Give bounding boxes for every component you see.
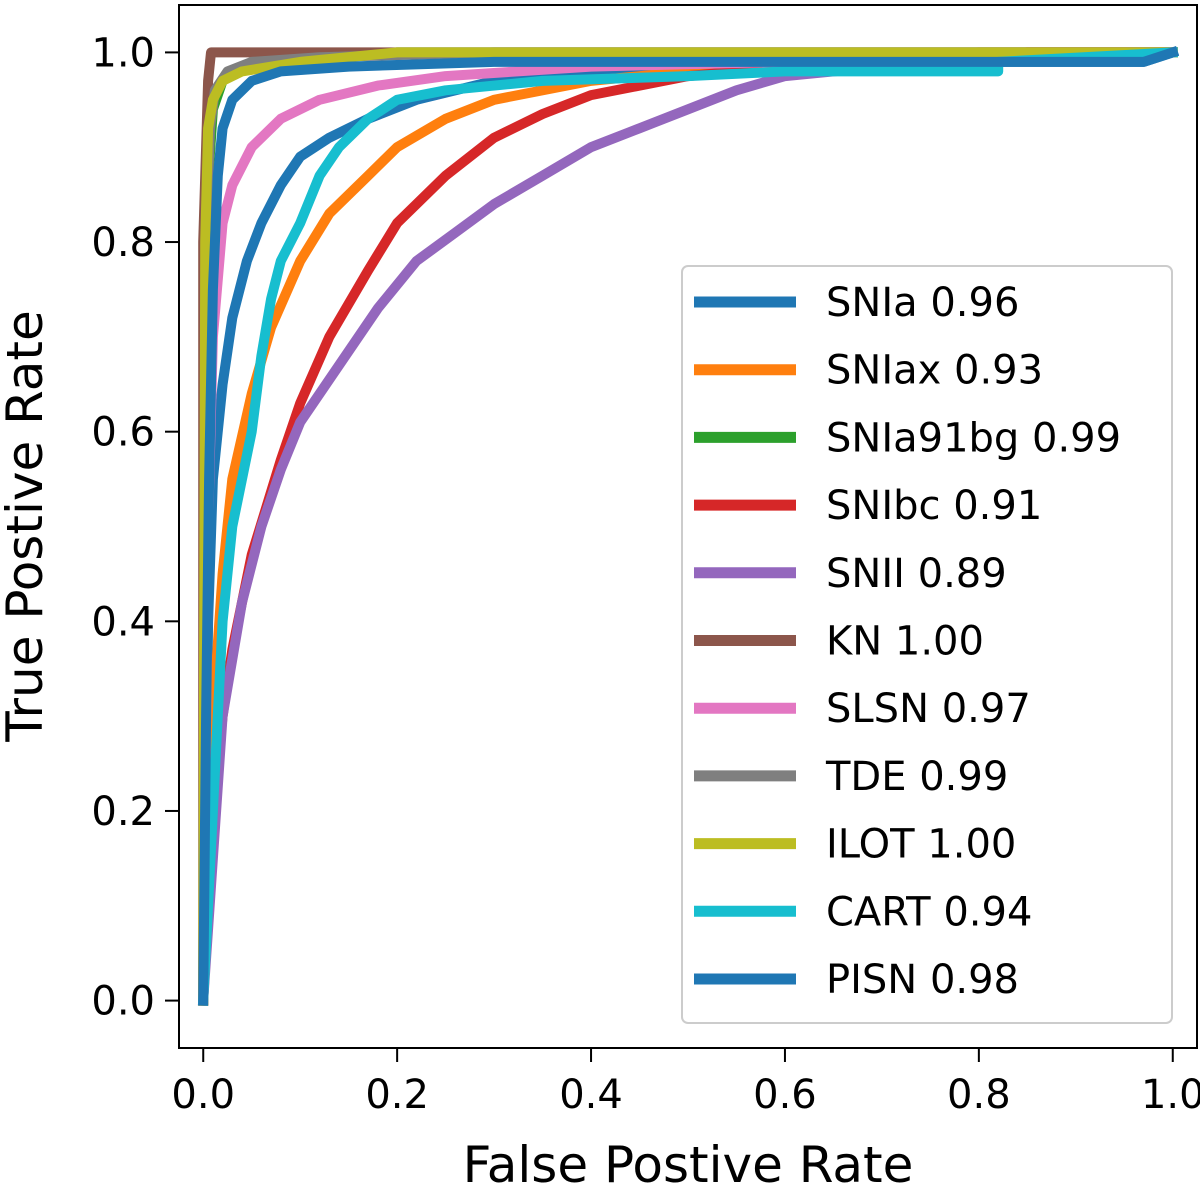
legend-frame <box>681 265 1173 1024</box>
legend-label-3: SNIbc 0.91 <box>826 483 1042 529</box>
legend-label-2: SNIa91bg 0.99 <box>826 415 1121 461</box>
legend: SNIa 0.96 SNIax 0.93 SNIa91bg 0.99 SNIbc 0.… <box>681 265 1173 1024</box>
y-tick-label: 0.2 <box>91 789 155 835</box>
y-axis-title: True Postive Rate <box>0 310 54 743</box>
legend-label-9: CART 0.94 <box>826 889 1032 935</box>
plot-frame <box>178 4 1198 1049</box>
x-axis-title: False Postive Rate <box>463 1136 914 1189</box>
legend-label-1: SNIax 0.93 <box>826 348 1043 394</box>
x-tick-label: 0.4 <box>559 1072 623 1118</box>
x-tick-label: 1.0 <box>1141 1072 1200 1118</box>
legend-label-7: TDE 0.99 <box>825 754 1008 800</box>
legend-label-4: SNII 0.89 <box>826 551 1007 597</box>
legend-label-0: SNIa 0.96 <box>826 280 1019 326</box>
y-tick-label: 0.4 <box>91 599 155 645</box>
y-tick-label: 0.6 <box>91 410 155 456</box>
y-tick-label: 0.0 <box>91 979 155 1025</box>
legend-label-10: PISN 0.98 <box>826 957 1019 1003</box>
y-axis: 0.0 0.2 0.4 0.6 0.8 1.0 <box>91 30 179 1025</box>
series-line-8 <box>198 47 1178 1006</box>
y-tick-label: 1.0 <box>91 30 155 76</box>
legend-label-5: KN 1.00 <box>826 619 984 665</box>
series-line-9 <box>197 47 1179 1006</box>
x-tick-label: 0.8 <box>947 1072 1011 1118</box>
legend-label-8: ILOT 1.00 <box>826 822 1016 868</box>
series-line-10 <box>198 46 1180 1006</box>
y-tick-label: 0.8 <box>91 220 155 266</box>
legend-label-6: SLSN 0.97 <box>826 686 1031 732</box>
x-axis: 0.0 0.2 0.4 0.6 0.8 1.0 <box>171 1048 1200 1118</box>
x-tick-label: 0.0 <box>171 1072 235 1118</box>
curves-layer <box>197 46 1180 1006</box>
x-tick-label: 0.2 <box>365 1072 429 1118</box>
x-tick-label: 0.6 <box>753 1072 817 1118</box>
